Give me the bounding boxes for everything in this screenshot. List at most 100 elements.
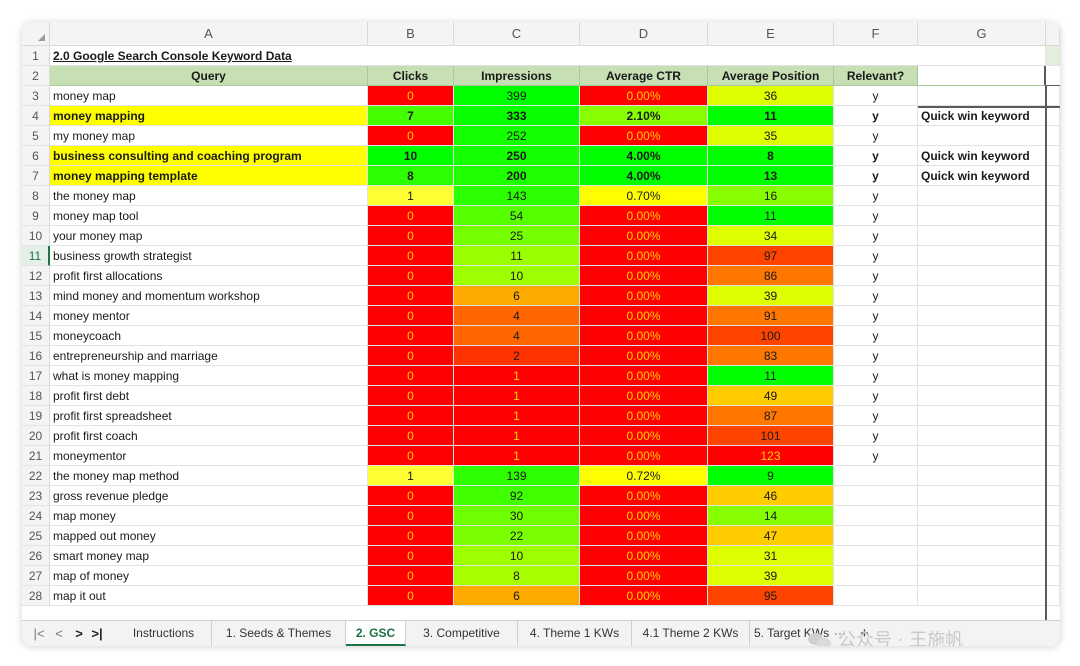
cell-position[interactable]: 11 [708, 106, 834, 126]
cell-impressions[interactable]: 143 [454, 186, 580, 206]
header-notes[interactable] [918, 66, 1046, 86]
cell-note[interactable] [918, 406, 1046, 426]
cell-ctr[interactable]: 0.00% [580, 526, 708, 546]
cell-position[interactable]: 11 [708, 366, 834, 386]
cell-clicks[interactable]: 0 [368, 306, 454, 326]
cell-position[interactable]: 9 [708, 466, 834, 486]
row-header[interactable]: 26 [22, 546, 50, 566]
cell-empty[interactable] [1046, 126, 1060, 146]
select-all-corner[interactable] [22, 22, 50, 46]
cell-query[interactable]: profit first coach [50, 426, 368, 446]
cell-clicks[interactable]: 0 [368, 206, 454, 226]
cell-position[interactable]: 49 [708, 386, 834, 406]
cell-query[interactable]: entrepreneurship and marriage [50, 346, 368, 366]
first-sheet-button[interactable]: |< [33, 626, 45, 641]
sheet-tab-1[interactable]: Instructions [116, 621, 212, 646]
cell-impressions[interactable]: 139 [454, 466, 580, 486]
cell-clicks[interactable]: 10 [368, 146, 454, 166]
header-relevant[interactable]: Relevant? [834, 66, 918, 86]
cell-impressions[interactable]: 10 [454, 266, 580, 286]
cell-ctr[interactable]: 0.00% [580, 546, 708, 566]
cell-query[interactable]: business consulting and coaching program [50, 146, 368, 166]
cell-position[interactable]: 123 [708, 446, 834, 466]
cell-query[interactable]: the money map method [50, 466, 368, 486]
cell-relevant[interactable]: y [834, 326, 918, 346]
row-header[interactable]: 9 [22, 206, 50, 226]
row-header[interactable]: 2 [22, 66, 50, 86]
cell-note[interactable] [918, 266, 1046, 286]
cell-relevant[interactable]: y [834, 206, 918, 226]
row-header[interactable]: 7 [22, 166, 50, 186]
cell-impressions[interactable]: 11 [454, 246, 580, 266]
cell-ctr[interactable]: 0.72% [580, 466, 708, 486]
cell-query[interactable]: smart money map [50, 546, 368, 566]
cell-impressions[interactable]: 22 [454, 526, 580, 546]
cell-position[interactable]: 11 [708, 206, 834, 226]
cell-relevant[interactable]: y [834, 146, 918, 166]
cell-clicks[interactable]: 0 [368, 86, 454, 106]
row-header[interactable]: 23 [22, 486, 50, 506]
cell-position[interactable]: 31 [708, 546, 834, 566]
column-header-f[interactable]: F [834, 22, 918, 46]
cell-query[interactable]: moneycoach [50, 326, 368, 346]
cell-note[interactable]: Quick win keyword [918, 166, 1046, 186]
cell-position[interactable]: 46 [708, 486, 834, 506]
cell-clicks[interactable]: 0 [368, 486, 454, 506]
cell-query[interactable]: the money map [50, 186, 368, 206]
cell-position[interactable]: 8 [708, 146, 834, 166]
cell-clicks[interactable]: 0 [368, 386, 454, 406]
cell-empty[interactable] [1046, 326, 1060, 346]
cell-query[interactable]: gross revenue pledge [50, 486, 368, 506]
row-header[interactable]: 11 [22, 246, 50, 266]
cell-empty[interactable] [1046, 426, 1060, 446]
cell-clicks[interactable]: 0 [368, 426, 454, 446]
cell-relevant[interactable] [834, 486, 918, 506]
cell-impressions[interactable]: 6 [454, 586, 580, 606]
cell-position[interactable]: 87 [708, 406, 834, 426]
cell-impressions[interactable]: 6 [454, 286, 580, 306]
cell-query[interactable]: money map tool [50, 206, 368, 226]
cell-relevant[interactable] [834, 586, 918, 606]
cell-position[interactable]: 34 [708, 226, 834, 246]
column-header-h[interactable] [1046, 22, 1060, 46]
cell-ctr[interactable]: 0.00% [580, 306, 708, 326]
last-sheet-button[interactable]: >| [91, 626, 103, 641]
cell-position[interactable]: 13 [708, 166, 834, 186]
cell-impressions[interactable]: 10 [454, 546, 580, 566]
cell-impressions[interactable]: 25 [454, 226, 580, 246]
cell-empty[interactable] [1046, 366, 1060, 386]
column-header-g[interactable]: G [918, 22, 1046, 46]
cell-note[interactable] [918, 446, 1046, 466]
row-header[interactable]: 17 [22, 366, 50, 386]
cell-impressions[interactable]: 399 [454, 86, 580, 106]
cell-impressions[interactable]: 1 [454, 366, 580, 386]
column-header-c[interactable]: C [454, 22, 580, 46]
cell-relevant[interactable]: y [834, 166, 918, 186]
cell-clicks[interactable]: 0 [368, 366, 454, 386]
cell-query[interactable]: map of money [50, 566, 368, 586]
row-header[interactable]: 6 [22, 146, 50, 166]
cell-empty[interactable] [1046, 466, 1060, 486]
cell-impressions[interactable]: 1 [454, 386, 580, 406]
cell-note[interactable] [918, 346, 1046, 366]
cell-empty[interactable] [1046, 166, 1060, 186]
cell-impressions[interactable]: 250 [454, 146, 580, 166]
cell-query[interactable]: moneymentor [50, 446, 368, 466]
cell-ctr[interactable]: 0.00% [580, 386, 708, 406]
cell-empty[interactable] [1046, 446, 1060, 466]
row-header[interactable]: 3 [22, 86, 50, 106]
column-header-e[interactable]: E [708, 22, 834, 46]
cell-impressions[interactable]: 1 [454, 406, 580, 426]
cell-relevant[interactable]: y [834, 86, 918, 106]
cell-empty[interactable] [1046, 586, 1060, 606]
cell-relevant[interactable]: y [834, 426, 918, 446]
cell-note[interactable] [918, 186, 1046, 206]
cell-relevant[interactable]: y [834, 266, 918, 286]
column-header-d[interactable]: D [580, 22, 708, 46]
next-sheet-button[interactable]: > [75, 626, 83, 641]
cell-ctr[interactable]: 0.00% [580, 346, 708, 366]
cell-ctr[interactable]: 0.00% [580, 446, 708, 466]
sheet-grid[interactable]: A B C D E F G 1 2.0 Google Search Console Keywor… [22, 22, 1060, 620]
cell-position[interactable]: 35 [708, 126, 834, 146]
cell-note[interactable]: Quick win keyword [918, 106, 1046, 126]
